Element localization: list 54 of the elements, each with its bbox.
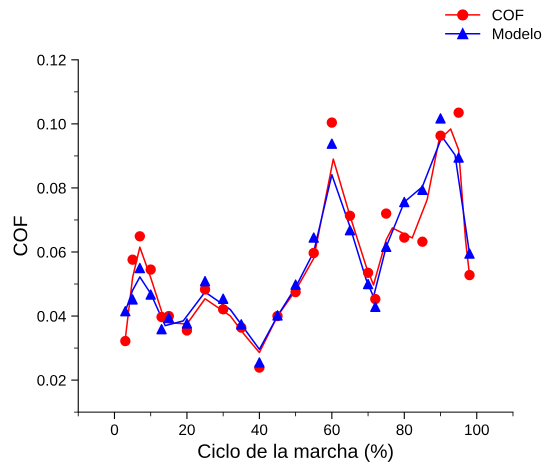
x-tick-label: 100 [465,424,489,436]
point [290,279,301,290]
point [464,248,475,259]
point [435,130,446,141]
point [326,117,338,128]
point [370,302,381,312]
point [344,210,356,221]
point [146,289,156,300]
point [134,231,146,242]
point [127,254,138,265]
y-tick-label: 0.06 [37,246,66,258]
point [417,236,428,247]
point [156,324,167,334]
point [362,268,374,278]
y-tick-label: 0.04 [37,310,66,322]
point [254,357,265,368]
legend-label: Modelo [492,28,542,40]
point [236,319,246,330]
y-axis-title: COF [14,216,28,256]
point [120,306,131,316]
point [435,113,446,124]
point [417,184,428,196]
y-tick-label: 0.08 [37,182,66,194]
point [308,232,319,243]
point [380,242,392,252]
point [370,294,381,304]
point [308,248,319,258]
x-axis-title: Ciclo de la marcha (%) [198,444,393,462]
point [134,262,146,274]
point [453,152,464,163]
point [453,107,464,118]
point [218,294,228,304]
x-tick-label: 20 [179,424,195,436]
point [218,304,228,315]
point [182,318,192,329]
point [326,138,338,149]
point [399,196,410,208]
point [120,336,131,346]
y-tick-label: 0.10 [37,118,66,130]
x-tick-label: 80 [396,424,412,436]
point [399,232,410,243]
point [380,208,392,219]
x-tick-label: 40 [251,424,268,436]
point [362,278,374,290]
point [344,225,356,236]
y-tick-label: 0.02 [37,374,66,386]
point [464,270,475,280]
point [127,294,138,305]
point [146,264,156,275]
x-tick-label: 0 [110,424,118,436]
x-tick-label: 60 [324,424,340,436]
y-tick-label: 0.12 [37,54,66,66]
legend-label: COF [492,10,524,20]
point [200,276,210,286]
